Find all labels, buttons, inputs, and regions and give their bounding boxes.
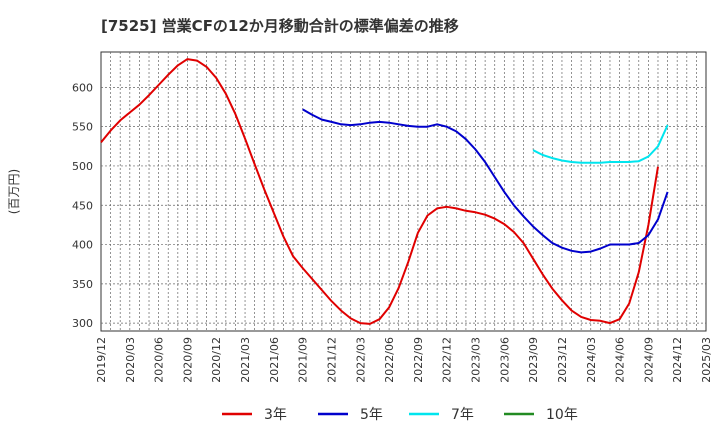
x-tick-label: 2021/09 [297, 337, 310, 383]
y-axis-label: (百万円) [7, 169, 21, 214]
x-tick-label: 2023/09 [527, 337, 540, 383]
x-tick-label: 2022/09 [412, 337, 425, 383]
x-tick-label: 2025/03 [700, 337, 713, 383]
legend-entry: 3年 [264, 407, 287, 423]
x-tick-label: 2024/12 [671, 337, 684, 383]
legend-entry: 7年 [451, 407, 474, 423]
y-tick-label: 500 [72, 160, 93, 173]
x-tick-label: 2021/06 [268, 337, 281, 383]
x-tick-label: 2022/03 [354, 337, 367, 383]
plot-area: 300 350 400 450 500 550 600 2019/12 2020/03 2020/… [72, 51, 713, 383]
x-tick-label: 2023/03 [470, 337, 483, 383]
series-line-5年 [302, 108, 669, 254]
x-tick-label: 2020/06 [153, 337, 166, 383]
x-tick-label: 2020/03 [124, 337, 137, 383]
x-tick-label: 2022/06 [383, 337, 396, 383]
plot-frame [100, 51, 707, 332]
x-tick-label: 2024/09 [642, 337, 655, 383]
legend: 3年 5年 7年 10年 [222, 407, 578, 423]
y-tick-label: 450 [72, 199, 93, 212]
series-line-7年 [532, 124, 669, 164]
x-tick-label: 2020/12 [210, 337, 223, 383]
legend-entry: 5年 [360, 407, 383, 423]
x-tick-label: 2020/09 [181, 337, 194, 383]
x-tick-label: 2019/12 [95, 337, 108, 383]
series-line-3年 [100, 58, 659, 325]
y-tick-label: 600 [72, 81, 93, 94]
y-tick-label: 350 [72, 278, 93, 291]
x-tick-label: 2021/03 [239, 337, 252, 383]
x-tick-label: 2023/12 [556, 337, 569, 383]
x-tick-label: 2022/12 [441, 337, 454, 383]
x-tick-label: 2021/12 [325, 337, 338, 383]
y-tick-label: 550 [72, 121, 93, 134]
chart-title: [7525] 営業CFの12か月移動合計の標準偏差の推移 [101, 17, 459, 35]
x-tick-label: 2023/06 [498, 337, 511, 383]
x-tick-label: 2024/03 [585, 337, 598, 383]
legend-entry: 10年 [546, 407, 578, 423]
x-tick-label: 2024/06 [614, 337, 627, 383]
y-tick-label: 300 [72, 317, 93, 330]
y-tick-label: 400 [72, 239, 93, 252]
